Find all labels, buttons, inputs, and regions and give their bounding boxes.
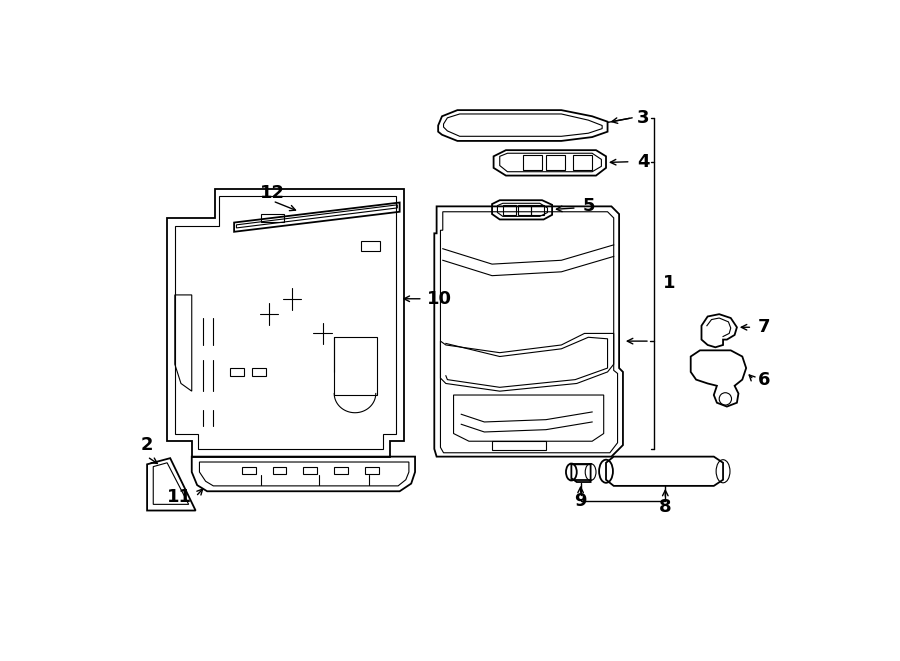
- Text: 10: 10: [427, 290, 452, 308]
- Text: 5: 5: [583, 198, 596, 215]
- Text: 11: 11: [166, 488, 192, 506]
- Text: 1: 1: [663, 274, 676, 292]
- Text: 7: 7: [758, 318, 770, 336]
- Text: 3: 3: [637, 109, 649, 127]
- Text: 12: 12: [260, 184, 285, 202]
- Text: 4: 4: [637, 153, 649, 171]
- Text: 8: 8: [659, 498, 671, 516]
- Text: 6: 6: [758, 371, 770, 389]
- Text: 9: 9: [574, 492, 587, 510]
- Text: 2: 2: [140, 436, 153, 454]
